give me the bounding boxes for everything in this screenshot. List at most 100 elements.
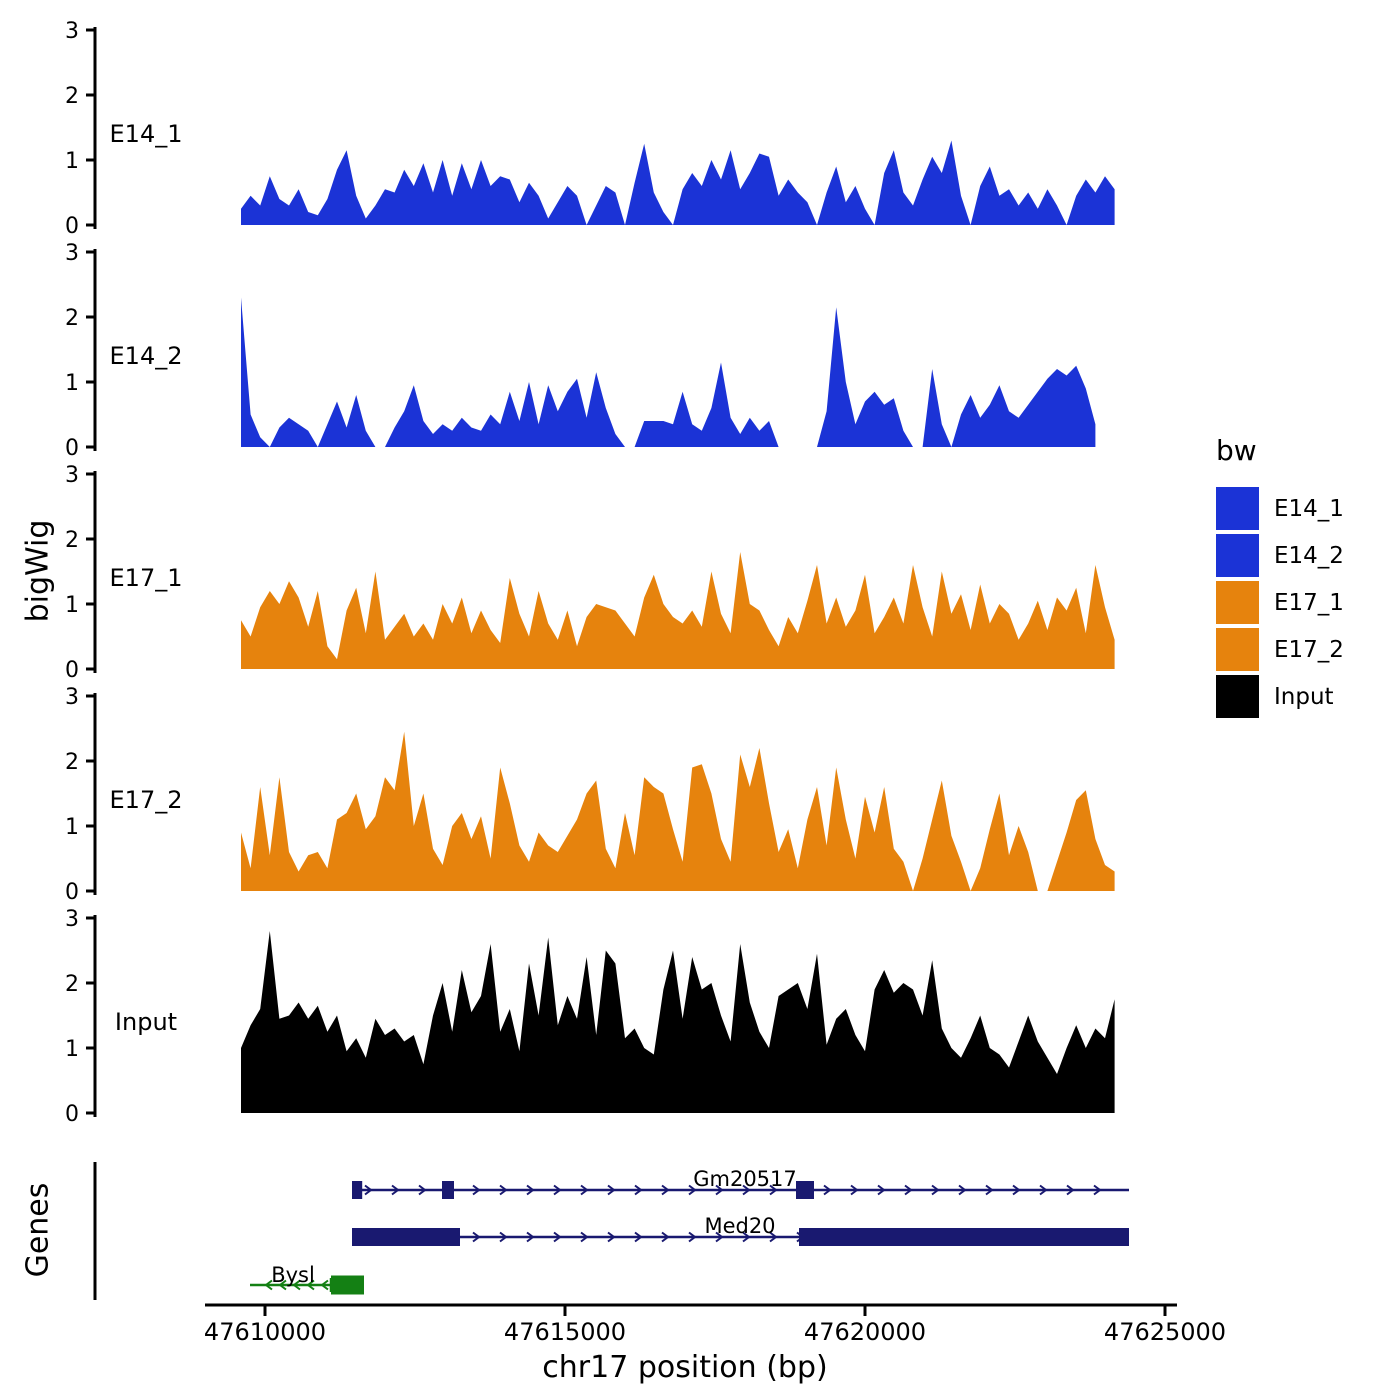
y-tick-label: 1 [65, 149, 79, 174]
strand-arrow-icon [1093, 1184, 1102, 1196]
strand-arrow-icon [472, 1231, 481, 1243]
y-tick-label: 0 [65, 1102, 79, 1127]
legend-swatch-input [1216, 675, 1259, 718]
track-label-e14-2: E14_2 [109, 342, 183, 370]
legend-swatch-e14-2 [1216, 534, 1259, 577]
strand-arrow-icon [320, 1279, 329, 1291]
gene-label-bysl: Bysl [271, 1263, 315, 1287]
strand-arrow-icon [985, 1184, 994, 1196]
strand-arrow-icon [526, 1184, 535, 1196]
strand-arrow-icon [904, 1184, 913, 1196]
area-E17_1 [241, 552, 1115, 669]
genes-axis-title: Genes [20, 1182, 56, 1278]
legend-title: bw [1216, 434, 1257, 467]
x-tick-47625000: 47625000 [1103, 1318, 1227, 1346]
strand-arrow-icon [742, 1184, 751, 1196]
strand-arrow-icon [877, 1184, 886, 1196]
strand-arrow-icon [264, 1279, 273, 1291]
strand-arrow-icon [1039, 1184, 1048, 1196]
strand-arrow-icon [607, 1231, 616, 1243]
exon-block [352, 1181, 363, 1199]
gene-Gm20517 [352, 1181, 1129, 1199]
strand-arrow-icon [472, 1184, 481, 1196]
area-E14_2 [241, 297, 1096, 447]
track-label-e14-1: E14_1 [109, 120, 183, 148]
legend-entry: E14_2 [1216, 532, 1344, 579]
x-tick-47610000: 47610000 [203, 1318, 327, 1346]
strand-arrow-icon [391, 1184, 400, 1196]
track-label-e17-1: E17_1 [109, 564, 183, 592]
y-tick-label: 0 [65, 214, 79, 239]
strand-arrow-icon [688, 1231, 697, 1243]
exon-block [352, 1228, 460, 1246]
exon-block [799, 1228, 1129, 1246]
strand-arrow-icon [661, 1231, 670, 1243]
y-tick-label: 2 [65, 84, 79, 109]
y-tick-label: 1 [65, 371, 79, 396]
exon-block [442, 1181, 454, 1199]
track-label-input: Input [114, 1008, 178, 1036]
y-tick-label: 1 [65, 815, 79, 840]
strand-arrow-icon [580, 1231, 589, 1243]
legend-swatch-e17-1 [1216, 581, 1259, 624]
y-tick-label: 3 [65, 19, 79, 44]
strand-arrow-icon [769, 1231, 778, 1243]
y-tick-label: 0 [65, 658, 79, 683]
exon-block [331, 1275, 364, 1295]
area-E17_2 [241, 731, 1115, 891]
x-tick-47620000: 47620000 [803, 1318, 927, 1346]
gene-label-med20: Med20 [704, 1214, 776, 1238]
track-Input: 0 1 2 3 [65, 907, 1115, 1127]
legend-entry: Input [1216, 673, 1344, 720]
y-tick-label: 1 [65, 593, 79, 618]
legend-label: E14_1 [1274, 495, 1344, 522]
legend-label: E17_2 [1274, 636, 1344, 663]
y-tick-label: 2 [65, 528, 79, 553]
y-tick-label: 3 [65, 241, 79, 266]
strand-arrow-icon [715, 1184, 724, 1196]
x-axis-title: chr17 position (bp) [542, 1350, 828, 1385]
track-E17_1: 0 1 2 3 [65, 463, 1115, 683]
y-tick-label: 1 [65, 1037, 79, 1062]
track-label-e17-2: E17_2 [109, 786, 183, 814]
area-Input [241, 931, 1115, 1113]
legend-entry: E17_1 [1216, 579, 1344, 626]
y-tick-label: 2 [65, 750, 79, 775]
legend-label: E14_2 [1274, 542, 1344, 569]
strand-arrow-icon [823, 1184, 832, 1196]
strand-arrow-icon [278, 1279, 287, 1291]
strand-arrow-icon [580, 1184, 589, 1196]
strand-arrow-icon [661, 1184, 670, 1196]
strand-arrow-icon [742, 1231, 751, 1243]
legend: bw E14_1 E14_2 E17_1 E17_2 Input [1216, 434, 1344, 720]
strand-arrow-icon [769, 1184, 778, 1196]
area-E14_1 [241, 140, 1115, 225]
strand-arrow-icon [931, 1184, 940, 1196]
strand-arrow-icon [292, 1279, 301, 1291]
y-tick-label: 2 [65, 306, 79, 331]
strand-arrow-icon [418, 1184, 427, 1196]
x-tick-47615000: 47615000 [503, 1318, 627, 1346]
strand-arrow-icon [553, 1231, 562, 1243]
strand-arrow-icon [715, 1231, 724, 1243]
strand-arrow-icon [958, 1184, 967, 1196]
legend-swatch-e17-2 [1216, 628, 1259, 671]
strand-arrow-icon [634, 1231, 643, 1243]
strand-arrow-icon [499, 1231, 508, 1243]
strand-arrow-icon [306, 1279, 315, 1291]
exon-block [796, 1181, 814, 1199]
y-tick-label: 2 [65, 972, 79, 997]
strand-arrow-icon [364, 1184, 373, 1196]
strand-arrow-icon [850, 1184, 859, 1196]
gene-Med20 [352, 1228, 1129, 1246]
y-tick-label: 3 [65, 685, 79, 710]
y-tick-label: 0 [65, 436, 79, 461]
track-E14_1: 0 1 2 3 [65, 19, 1115, 239]
y-tick-label: 0 [65, 880, 79, 905]
legend-label: E17_1 [1274, 589, 1344, 616]
track-E14_2: 0 1 2 3 [65, 241, 1096, 461]
strand-arrow-icon [607, 1184, 616, 1196]
strand-arrow-icon [499, 1184, 508, 1196]
legend-swatch-e14-1 [1216, 487, 1259, 530]
strand-arrow-icon [1066, 1184, 1075, 1196]
